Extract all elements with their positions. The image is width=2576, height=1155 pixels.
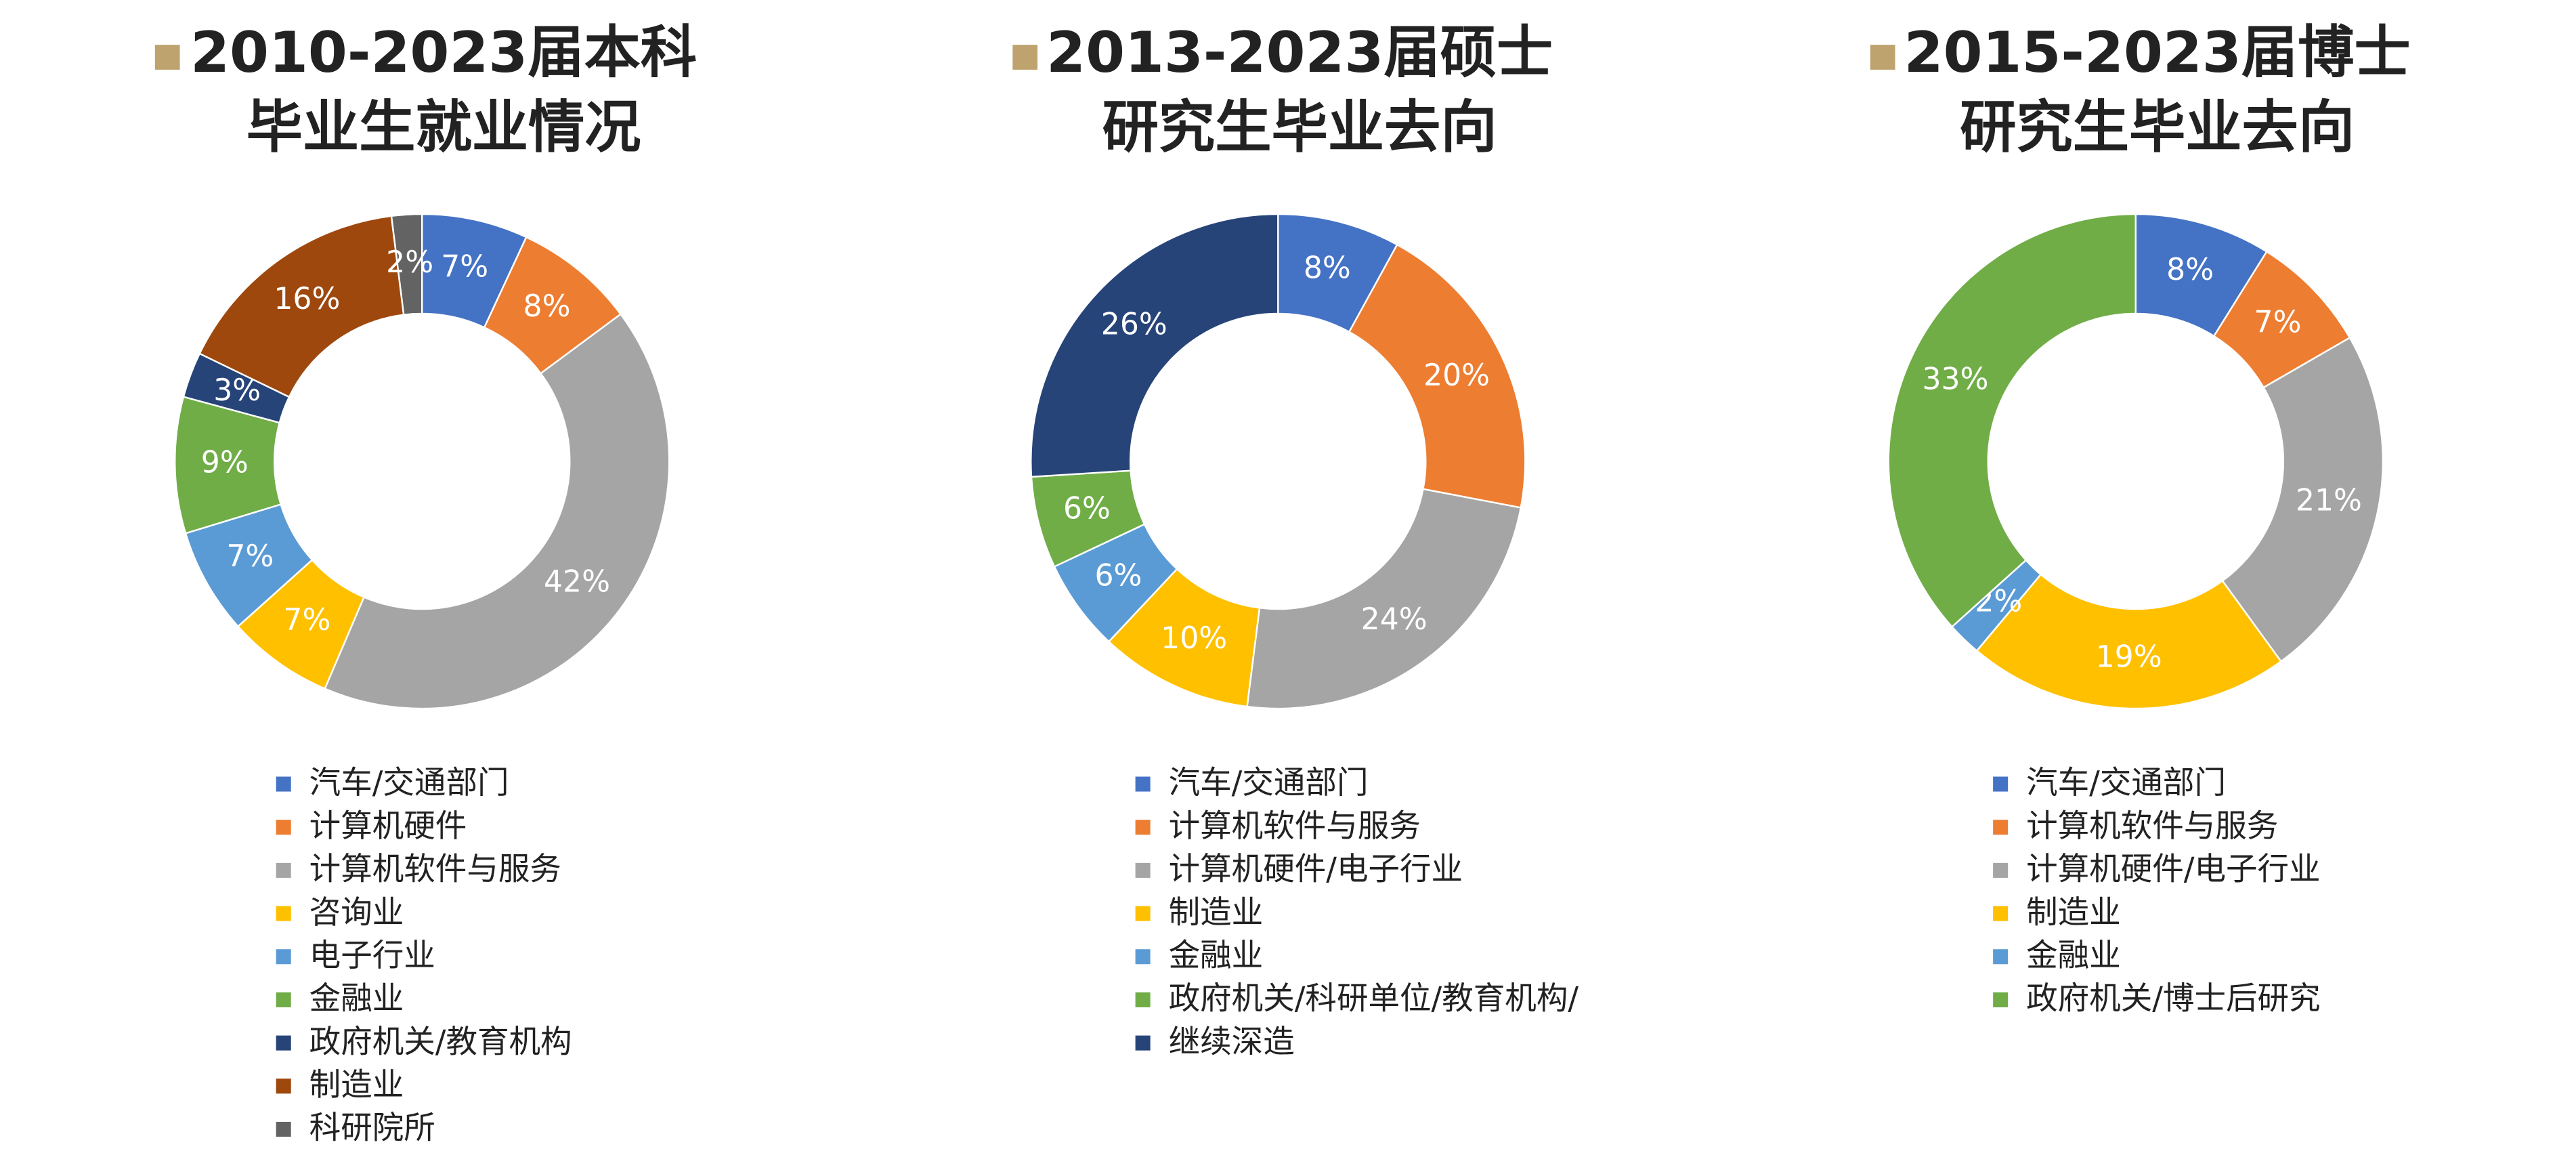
legend-marker <box>276 949 291 965</box>
legend-marker <box>276 1078 291 1094</box>
legend-marker <box>1993 862 2009 878</box>
legend-label: 科研院所 <box>309 1110 435 1146</box>
value-label: 7% <box>441 249 488 284</box>
value-label: 2% <box>386 245 433 280</box>
legend-label: 政府机关/教育机构 <box>309 1023 572 1059</box>
legend-marker <box>1135 820 1151 835</box>
legend-marker <box>1135 992 1151 1007</box>
chart-title: 2015-2023届博士 <box>1904 20 2411 85</box>
legend-label: 计算机硬件/电子行业 <box>2026 851 2320 887</box>
donut-slice <box>1975 573 2283 710</box>
value-label: 21% <box>2296 484 2362 518</box>
value-label: 24% <box>1361 602 1427 637</box>
donut-slice <box>2221 336 2384 663</box>
legend-label: 汽车/交通部门 <box>309 764 509 801</box>
legend-label: 计算机软件与服务 <box>309 851 561 887</box>
legend-label: 计算机软件与服务 <box>2026 807 2278 844</box>
legend-label: 政府机关/科研单位/教育机构/ <box>1169 980 1579 1017</box>
legend-label: 汽车/交通部门 <box>1169 764 1369 801</box>
chart-title: 2010-2023届本科 <box>190 20 697 85</box>
legend-marker <box>1135 862 1151 878</box>
value-label: 6% <box>1063 492 1111 526</box>
legend-marker <box>1993 949 2009 965</box>
legend-marker <box>1993 906 2009 921</box>
legend-label: 计算机硬件 <box>309 807 467 844</box>
legend-label: 电子行业 <box>309 937 435 973</box>
value-label: 8% <box>2166 253 2214 287</box>
legend-marker <box>276 906 291 921</box>
value-label: 6% <box>1094 558 1142 593</box>
legend-marker <box>1993 992 2009 1007</box>
legend-marker <box>276 776 291 792</box>
legend-marker <box>276 862 291 878</box>
legend-label: 金融业 <box>1169 937 1264 973</box>
donut-slice <box>1887 213 2137 628</box>
value-label: 8% <box>1304 251 1351 286</box>
legend-marker <box>1135 776 1151 792</box>
legend-label: 计算机软件与服务 <box>1169 807 1421 844</box>
legend-marker <box>1135 906 1151 921</box>
legend-label: 制造业 <box>1169 894 1264 930</box>
donut-slice <box>324 313 670 710</box>
value-label: 7% <box>2254 306 2302 340</box>
value-label: 9% <box>201 446 249 480</box>
value-label: 10% <box>1161 621 1227 656</box>
value-label: 19% <box>2096 639 2162 674</box>
legend-marker <box>1135 949 1151 965</box>
legend-label: 计算机硬件/电子行业 <box>1169 851 1463 887</box>
legend-label: 金融业 <box>2026 937 2121 973</box>
value-label: 8% <box>523 289 571 324</box>
value-label: 20% <box>1423 358 1490 393</box>
value-label: 7% <box>283 603 330 637</box>
legend-marker <box>1993 776 2009 792</box>
legend-label: 政府机关/博士后研究 <box>2026 980 2320 1017</box>
donut-slice <box>1348 243 1526 509</box>
legend-label: 制造业 <box>2026 894 2121 930</box>
value-label: 42% <box>544 565 610 600</box>
legend-marker <box>276 992 291 1007</box>
legend-marker <box>276 820 291 835</box>
value-label: 33% <box>1922 362 1988 396</box>
donut-slice <box>1246 488 1522 710</box>
donut-slice <box>198 215 405 398</box>
value-label: 16% <box>274 282 340 316</box>
title-marker <box>1012 45 1038 70</box>
legend-label: 制造业 <box>309 1066 404 1103</box>
donut-slice <box>390 213 423 316</box>
value-label: 26% <box>1101 307 1167 341</box>
legend-label: 金融业 <box>309 980 404 1017</box>
legend-label: 咨询业 <box>309 894 404 930</box>
chart-title: 2013-2023届硕士 <box>1046 20 1553 85</box>
chart-title: 研究生毕业去向 <box>1102 94 1497 160</box>
title-marker <box>154 45 180 70</box>
legend-marker <box>1135 1035 1151 1051</box>
legend-label: 汽车/交通部门 <box>2026 764 2226 801</box>
donut-slice <box>1030 213 1279 478</box>
legend-marker <box>1993 820 2009 835</box>
legend-marker <box>276 1122 291 1137</box>
title-marker <box>1870 45 1895 70</box>
chart-title: 研究生毕业去向 <box>1960 94 2355 160</box>
value-label: 7% <box>226 539 274 574</box>
legend-label: 继续深造 <box>1169 1023 1295 1059</box>
legend-marker <box>276 1035 291 1051</box>
chart-title: 毕业生就业情况 <box>246 94 641 160</box>
